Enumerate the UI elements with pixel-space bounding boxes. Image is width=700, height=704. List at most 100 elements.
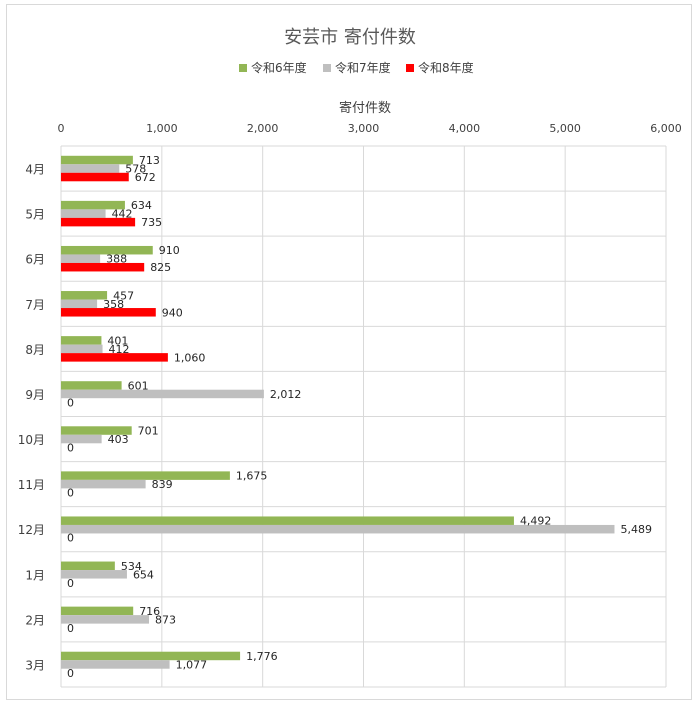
data-label: 0 [67, 532, 74, 545]
category-label: 1月 [25, 568, 45, 582]
data-label: 654 [133, 568, 154, 581]
x-axis-title: 寄付件数 [339, 100, 391, 116]
bar-0-3 [61, 291, 108, 300]
category-label: 8月 [25, 343, 45, 357]
data-label: 2,012 [270, 388, 302, 401]
data-label: 0 [67, 667, 74, 680]
bar-1-2 [61, 254, 101, 263]
bar-2-0 [61, 172, 129, 182]
bar-1-4 [61, 344, 103, 354]
legend-swatch-1 [323, 64, 331, 72]
bar-0-2 [61, 245, 153, 255]
bar-1-7 [61, 479, 146, 489]
x-axis-ticks: 0 1,000 2,000 3,000 4,000 5,000 6,000 [58, 122, 682, 135]
legend-label-0: 令和6年度 [251, 60, 307, 75]
data-label: 358 [103, 298, 124, 311]
data-label: 873 [155, 613, 176, 626]
legend-label-2: 令和8年度 [418, 60, 474, 75]
data-label: 1,077 [176, 658, 208, 671]
x-tick-label: 2,000 [247, 122, 279, 135]
data-label: 388 [106, 253, 127, 266]
legend: 令和6年度 令和7年度 令和8年度 [239, 60, 474, 75]
bar-2-3 [61, 308, 156, 317]
bar-1-11 [61, 660, 170, 669]
x-tick-label: 3,000 [348, 122, 380, 135]
bar-2-4 [61, 353, 168, 362]
data-label: 442 [112, 208, 133, 221]
bar-2-1 [61, 217, 136, 227]
category-label: 12月 [18, 523, 45, 537]
data-label: 401 [107, 334, 128, 347]
x-tick-label: 1,000 [146, 122, 178, 135]
legend-swatch-0 [239, 64, 247, 72]
bar-0-11 [61, 651, 241, 661]
chart-title: 安芸市 寄付件数 [284, 27, 416, 48]
bar-2-2 [61, 262, 145, 272]
bar-0-4 [61, 336, 102, 345]
category-label: 4月 [25, 163, 45, 177]
data-label: 825 [150, 261, 171, 274]
data-label: 578 [125, 163, 146, 176]
data-label: 1,675 [236, 470, 267, 483]
bar-1-6 [61, 434, 102, 444]
category-label: 5月 [25, 208, 45, 222]
bar-1-0 [61, 164, 120, 173]
data-label: 910 [159, 244, 180, 257]
data-label: 534 [121, 560, 142, 573]
data-label: 940 [162, 306, 183, 319]
category-label: 3月 [25, 658, 45, 672]
legend-label-1: 令和7年度 [335, 60, 391, 75]
bar-0-7 [61, 471, 230, 480]
bar-1-3 [61, 299, 98, 309]
data-label: 4,492 [520, 515, 552, 528]
bar-0-0 [61, 155, 133, 165]
legend-swatch-2 [406, 64, 414, 72]
data-label: 412 [109, 343, 130, 356]
chart-frame: 安芸市 寄付件数 令和6年度 令和7年度 令和8年度 寄付件数 0 1,000 2,00… [6, 4, 692, 700]
bar-1-10 [61, 615, 150, 624]
data-label: 701 [138, 425, 159, 438]
bar-0-10 [61, 606, 134, 616]
category-label: 10月 [18, 433, 45, 447]
data-label: 5,489 [620, 523, 652, 536]
bar-1-8 [61, 524, 615, 534]
bars [61, 155, 615, 669]
bar-chart: 安芸市 寄付件数 令和6年度 令和7年度 令和8年度 寄付件数 0 1,000 2,00… [18, 27, 682, 688]
data-label: 672 [135, 171, 156, 184]
category-label: 9月 [25, 388, 45, 402]
data-label: 713 [139, 154, 160, 167]
data-label: 601 [128, 379, 149, 392]
gridlines [60, 145, 667, 688]
bar-0-9 [61, 561, 115, 571]
data-label: 0 [67, 442, 74, 455]
category-label: 7月 [25, 298, 45, 312]
data-label: 0 [67, 396, 74, 409]
category-label: 6月 [25, 253, 45, 267]
data-label: 403 [108, 433, 129, 446]
bar-0-1 [61, 200, 125, 210]
data-label: 716 [139, 605, 160, 618]
data-label: 735 [141, 216, 162, 229]
data-label: 0 [67, 577, 74, 590]
x-tick-label: 4,000 [449, 122, 481, 135]
data-label: 1,060 [174, 351, 206, 364]
data-label: 634 [131, 199, 152, 212]
bar-0-6 [61, 426, 132, 435]
bar-1-5 [61, 389, 264, 399]
data-label: 457 [113, 289, 134, 302]
data-labels: 7135786726344427359103888254573589404014… [67, 154, 652, 680]
category-label: 11月 [18, 478, 45, 492]
bar-1-9 [61, 570, 127, 579]
category-label: 2月 [25, 613, 45, 627]
x-tick-label: 5,000 [549, 122, 581, 135]
data-label: 1,776 [246, 650, 278, 663]
x-tick-label: 6,000 [650, 122, 682, 135]
bar-0-5 [61, 381, 122, 390]
bar-0-8 [61, 516, 514, 525]
x-tick-label: 0 [58, 122, 65, 135]
category-labels: 4月 5月 6月 7月 8月 9月 10月 11月 12月 1月 2月 3月 [18, 163, 45, 673]
data-label: 0 [67, 622, 74, 635]
bar-1-1 [61, 209, 106, 218]
data-label: 0 [67, 487, 74, 500]
data-label: 839 [152, 478, 173, 491]
